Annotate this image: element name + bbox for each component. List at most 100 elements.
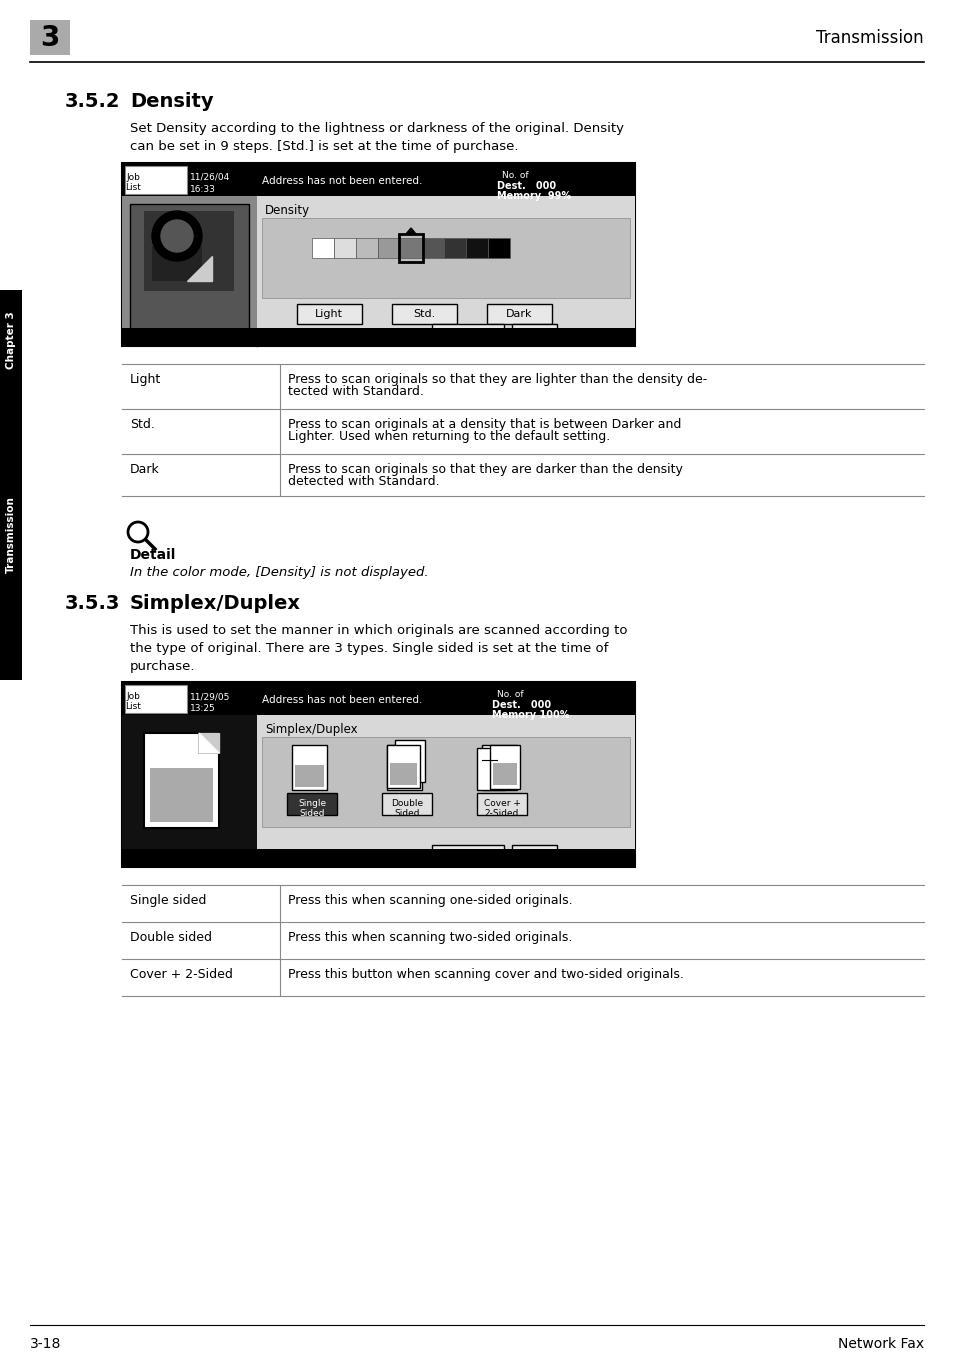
Text: 3.5.3: 3.5.3 xyxy=(65,594,120,612)
Text: 16:33: 16:33 xyxy=(190,185,215,193)
Text: This is used to set the manner in which originals are scanned according to: This is used to set the manner in which … xyxy=(130,625,627,637)
Bar xyxy=(387,745,421,790)
Text: Press to scan originals so that they are darker than the density: Press to scan originals so that they are… xyxy=(288,462,682,476)
Text: No. of: No. of xyxy=(497,690,523,699)
Text: Sided: Sided xyxy=(299,808,324,818)
Text: purchase.: purchase. xyxy=(130,660,195,673)
Text: Address has not been entered.: Address has not been entered. xyxy=(262,176,422,187)
Text: Cancel: Cancel xyxy=(449,849,486,859)
Bar xyxy=(465,238,488,258)
Text: Double sided: Double sided xyxy=(130,932,212,944)
Bar xyxy=(387,745,419,788)
Bar xyxy=(292,745,327,790)
Text: Light: Light xyxy=(130,373,161,387)
Text: Memory  99%: Memory 99% xyxy=(497,191,571,201)
Bar xyxy=(122,849,635,867)
Text: Light: Light xyxy=(314,310,343,319)
Bar xyxy=(334,238,355,258)
Text: Cover +: Cover + xyxy=(483,799,520,808)
Bar xyxy=(256,196,635,346)
Text: Detail: Detail xyxy=(130,548,176,562)
Text: Lighter. Used when returning to the default setting.: Lighter. Used when returning to the defa… xyxy=(288,430,610,443)
Bar xyxy=(486,304,552,324)
Bar xyxy=(256,715,635,867)
Polygon shape xyxy=(199,733,219,753)
Bar xyxy=(377,238,399,258)
Text: OK: OK xyxy=(525,329,541,338)
Bar xyxy=(122,164,635,196)
Text: Memory 100%: Memory 100% xyxy=(492,710,569,721)
Text: 11/29/05: 11/29/05 xyxy=(190,692,230,700)
Bar xyxy=(296,304,361,324)
Bar xyxy=(390,763,416,786)
Text: Dark: Dark xyxy=(505,310,532,319)
Text: Double: Double xyxy=(391,799,422,808)
Bar xyxy=(262,218,629,297)
Bar xyxy=(512,845,557,863)
Text: Set Density according to the lightness or darkness of the original. Density: Set Density according to the lightness o… xyxy=(130,122,623,135)
Text: Density: Density xyxy=(130,92,213,111)
Text: Address has not been entered.: Address has not been entered. xyxy=(262,695,422,704)
Text: Job: Job xyxy=(126,692,140,700)
Bar xyxy=(432,324,503,342)
Text: tected with Standard.: tected with Standard. xyxy=(288,385,423,397)
Text: 2-Sided: 2-Sided xyxy=(484,808,518,818)
Bar xyxy=(125,685,187,713)
Bar xyxy=(390,765,418,787)
Bar xyxy=(476,748,504,790)
Text: Single: Single xyxy=(297,799,326,808)
Polygon shape xyxy=(406,228,416,234)
Text: Cancel: Cancel xyxy=(449,329,486,338)
Text: Press to scan originals so that they are lighter than the density de-: Press to scan originals so that they are… xyxy=(288,373,706,387)
Text: 11/26/04: 11/26/04 xyxy=(190,173,230,183)
Text: No. of: No. of xyxy=(501,170,528,180)
Bar xyxy=(0,289,22,389)
Circle shape xyxy=(161,220,193,251)
Text: 3: 3 xyxy=(40,24,60,51)
Text: Job: Job xyxy=(126,173,140,183)
Bar xyxy=(122,329,635,346)
Text: OK: OK xyxy=(525,849,541,859)
Text: Dest.   000: Dest. 000 xyxy=(497,181,556,191)
Text: detected with Standard.: detected with Standard. xyxy=(288,475,439,488)
Bar xyxy=(484,765,514,787)
Text: Cover + 2-Sided: Cover + 2-Sided xyxy=(130,968,233,982)
Bar xyxy=(144,211,233,291)
Text: 3.5.2: 3.5.2 xyxy=(65,92,120,111)
Text: Chapter 3: Chapter 3 xyxy=(6,311,16,369)
Text: Transmission: Transmission xyxy=(6,496,16,573)
Text: Network Fax: Network Fax xyxy=(837,1337,923,1351)
Text: 13:25: 13:25 xyxy=(190,704,215,713)
Bar xyxy=(122,715,256,867)
Circle shape xyxy=(152,211,202,261)
Text: Press this button when scanning cover and two-sided originals.: Press this button when scanning cover an… xyxy=(288,968,683,982)
Text: Sided: Sided xyxy=(394,808,419,818)
Text: Simplex/Duplex: Simplex/Duplex xyxy=(265,723,357,735)
Text: Simplex/Duplex: Simplex/Duplex xyxy=(130,594,301,612)
Bar xyxy=(125,166,187,193)
Bar xyxy=(490,745,519,790)
Bar xyxy=(355,238,377,258)
Bar xyxy=(122,681,635,715)
Text: Dark: Dark xyxy=(130,462,159,476)
Bar xyxy=(481,745,517,790)
Bar xyxy=(512,324,557,342)
Bar xyxy=(312,238,334,258)
Bar xyxy=(421,238,443,258)
Text: Transmission: Transmission xyxy=(816,28,923,47)
Bar xyxy=(122,681,635,867)
Bar xyxy=(150,768,213,822)
Polygon shape xyxy=(187,256,212,281)
Bar xyxy=(432,845,503,863)
Text: Press this when scanning two-sided originals.: Press this when scanning two-sided origi… xyxy=(288,932,572,944)
Bar xyxy=(488,238,510,258)
Bar xyxy=(122,196,256,346)
Bar xyxy=(493,763,517,786)
Bar xyxy=(30,20,70,55)
Text: List: List xyxy=(125,183,141,192)
Text: Press this when scanning one-sided originals.: Press this when scanning one-sided origi… xyxy=(288,894,572,907)
Bar xyxy=(398,234,422,262)
Text: can be set in 9 steps. [Std.] is set at the time of purchase.: can be set in 9 steps. [Std.] is set at … xyxy=(130,141,518,153)
Polygon shape xyxy=(199,733,219,753)
Text: List: List xyxy=(125,702,141,711)
